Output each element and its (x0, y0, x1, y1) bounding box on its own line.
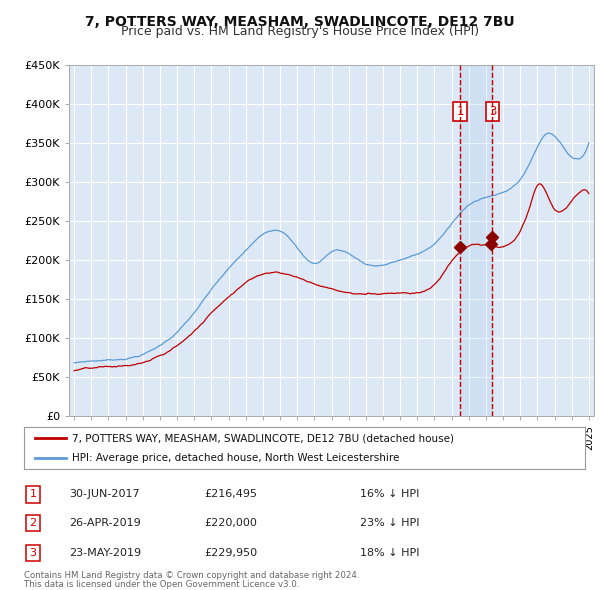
Text: Price paid vs. HM Land Registry's House Price Index (HPI): Price paid vs. HM Land Registry's House … (121, 25, 479, 38)
Text: 3: 3 (29, 548, 37, 558)
Text: 2: 2 (29, 519, 37, 528)
Text: HPI: Average price, detached house, North West Leicestershire: HPI: Average price, detached house, Nort… (71, 454, 399, 463)
Text: 16% ↓ HPI: 16% ↓ HPI (360, 490, 419, 499)
Text: 1: 1 (457, 105, 464, 118)
Text: £229,950: £229,950 (205, 548, 257, 558)
Text: 30-JUN-2017: 30-JUN-2017 (70, 490, 140, 499)
Bar (460, 65, 493, 416)
Text: £220,000: £220,000 (205, 519, 257, 528)
Text: £216,495: £216,495 (205, 490, 257, 499)
Text: 23-MAY-2019: 23-MAY-2019 (69, 548, 141, 558)
Text: 23% ↓ HPI: 23% ↓ HPI (360, 519, 419, 528)
Text: This data is licensed under the Open Government Licence v3.0.: This data is licensed under the Open Gov… (24, 580, 299, 589)
Text: 3: 3 (489, 105, 496, 118)
Text: 26-APR-2019: 26-APR-2019 (69, 519, 141, 528)
Text: Contains HM Land Registry data © Crown copyright and database right 2024.: Contains HM Land Registry data © Crown c… (24, 571, 359, 580)
Text: 7, POTTERS WAY, MEASHAM, SWADLINCOTE, DE12 7BU (detached house): 7, POTTERS WAY, MEASHAM, SWADLINCOTE, DE… (71, 434, 454, 444)
Text: 18% ↓ HPI: 18% ↓ HPI (360, 548, 419, 558)
Text: 1: 1 (29, 490, 37, 499)
Text: 7, POTTERS WAY, MEASHAM, SWADLINCOTE, DE12 7BU: 7, POTTERS WAY, MEASHAM, SWADLINCOTE, DE… (85, 15, 515, 29)
